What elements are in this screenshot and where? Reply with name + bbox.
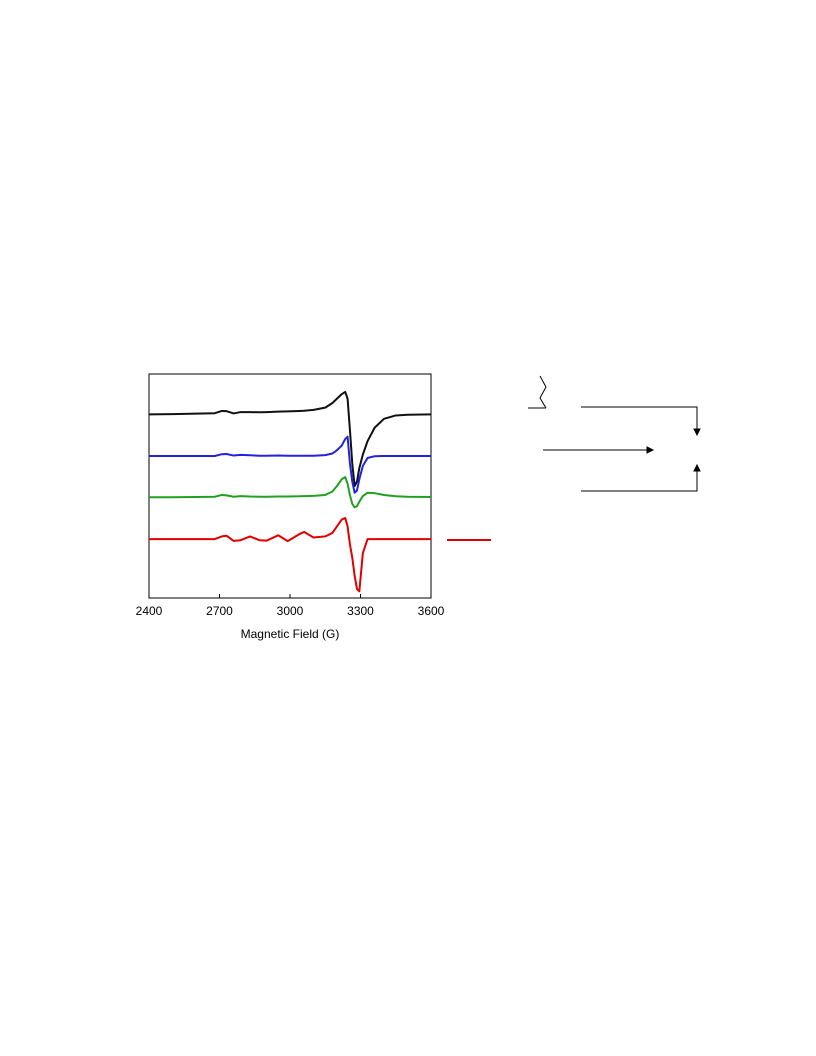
x-axis-label: Magnetic Field (G) [241,627,340,641]
x-tick-label: 3600 [418,604,445,618]
x-tick-label: 3300 [347,604,374,618]
arrow-line [581,406,698,430]
spectrum-line [148,390,432,487]
arrow-head [646,446,655,454]
bond [539,375,547,409]
spectrum-line [149,517,431,593]
arrow-head [693,428,701,437]
x-tick-label: 3000 [277,604,304,618]
arrow-line [581,470,698,492]
arrow-head [693,463,701,472]
spectrum-line [149,435,431,494]
x-tick-label: 2400 [136,604,163,618]
plot-frame [148,373,432,599]
scheme [447,375,701,541]
spectrum-line [149,476,432,509]
x-tick-label: 2700 [206,604,233,618]
